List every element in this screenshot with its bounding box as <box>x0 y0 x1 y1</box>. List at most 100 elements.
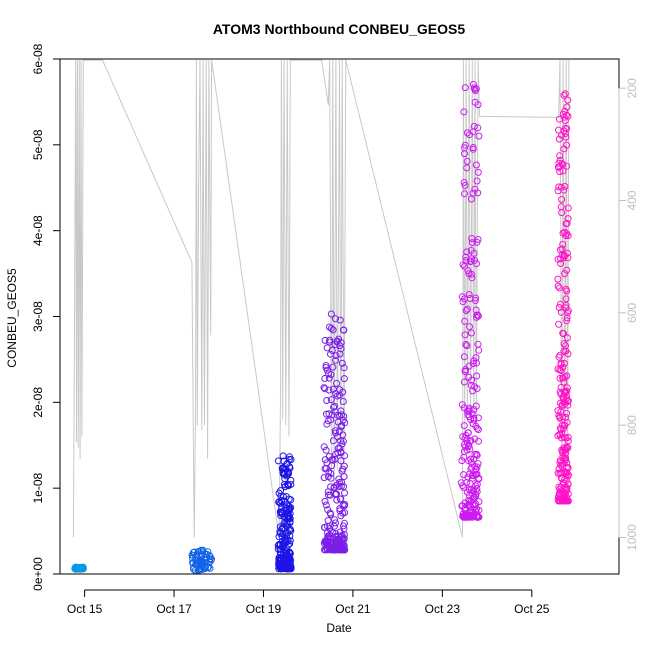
data-point <box>331 402 339 410</box>
data-point <box>556 351 564 359</box>
data-point <box>460 108 468 116</box>
data-point <box>327 474 335 482</box>
data-point <box>563 459 571 467</box>
y-tick-label: 1e-08 <box>31 473 45 504</box>
data-point <box>206 555 214 563</box>
data-point <box>206 564 214 572</box>
data-point <box>475 498 483 506</box>
data-point <box>562 434 570 442</box>
data-point <box>325 491 332 499</box>
pressure-trace-layer <box>72 59 570 538</box>
data-point <box>285 548 293 556</box>
data-point <box>556 388 564 396</box>
data-point <box>466 323 473 331</box>
data-point <box>194 548 202 556</box>
data-point <box>472 354 480 362</box>
data-point <box>556 152 564 160</box>
data-point <box>274 457 282 465</box>
data-point <box>556 374 564 382</box>
data-point <box>333 338 341 346</box>
data-point <box>341 500 349 508</box>
data-point <box>338 440 346 448</box>
data-point <box>558 446 566 454</box>
y-tick-label: 5e-08 <box>31 129 45 160</box>
data-point <box>279 452 287 460</box>
data-point <box>560 476 568 484</box>
data-point <box>470 406 478 413</box>
data-point <box>197 555 205 563</box>
y2-tick-label: 1000 <box>625 524 639 551</box>
data-point <box>564 480 572 488</box>
data-point <box>193 551 201 559</box>
data-point <box>557 495 565 503</box>
data-point <box>470 512 478 520</box>
data-point <box>321 537 329 545</box>
x-tick-label: Oct 23 <box>425 602 461 616</box>
data-point <box>327 510 335 518</box>
data-point <box>341 489 348 497</box>
data-point <box>189 551 197 559</box>
data-point <box>554 275 562 283</box>
data-point <box>341 419 349 427</box>
data-point <box>321 336 329 344</box>
data-points-layer <box>71 80 572 574</box>
data-point <box>564 112 572 120</box>
data-point <box>322 446 330 454</box>
data-point <box>286 532 294 540</box>
data-point <box>471 463 479 470</box>
data-point <box>559 374 567 382</box>
data-point <box>561 107 569 115</box>
data-point <box>554 496 562 504</box>
data-point <box>327 310 335 318</box>
data-point <box>471 98 479 106</box>
data-point <box>560 145 568 153</box>
data-point <box>327 396 335 404</box>
data-point <box>555 135 563 143</box>
data-point <box>462 307 470 315</box>
data-point <box>337 345 345 353</box>
data-point <box>277 565 285 573</box>
data-point <box>322 464 330 472</box>
x-tick-label: Oct 25 <box>514 602 550 616</box>
data-point <box>561 183 569 190</box>
data-point <box>463 129 471 137</box>
data-point <box>560 91 568 99</box>
y-tick-label: 6e-08 <box>31 43 45 74</box>
data-point <box>463 446 471 454</box>
data-point <box>325 370 332 378</box>
data-point <box>461 331 469 339</box>
data-point <box>336 316 344 324</box>
data-point <box>285 565 293 573</box>
data-point <box>556 246 564 254</box>
data-point <box>469 486 477 494</box>
data-point <box>555 304 563 311</box>
data-point <box>557 203 565 211</box>
data-point <box>322 364 330 371</box>
data-point <box>563 317 571 325</box>
y-axis-label: CONBEU_GEOS5 <box>5 268 19 368</box>
data-point <box>471 297 479 304</box>
data-point <box>473 424 481 432</box>
data-point <box>555 159 563 167</box>
data-point <box>564 472 572 480</box>
data-point <box>472 161 480 169</box>
data-point <box>559 421 566 429</box>
data-point <box>340 483 348 491</box>
data-point <box>466 131 473 139</box>
x-axis-label: Date <box>326 621 352 635</box>
data-point <box>324 506 332 514</box>
data-point <box>555 126 562 134</box>
data-point <box>278 525 286 533</box>
y-tick-label: 0e+00 <box>31 557 45 591</box>
data-point <box>460 422 468 430</box>
data-point <box>336 386 344 394</box>
data-point <box>464 411 472 419</box>
data-point <box>335 475 343 483</box>
data-point <box>324 488 332 496</box>
x-tick-label: Oct 19 <box>246 602 282 616</box>
data-point <box>473 311 481 319</box>
data-point <box>284 481 291 489</box>
data-point <box>339 546 347 554</box>
data-point <box>339 535 347 543</box>
data-point <box>562 446 570 454</box>
